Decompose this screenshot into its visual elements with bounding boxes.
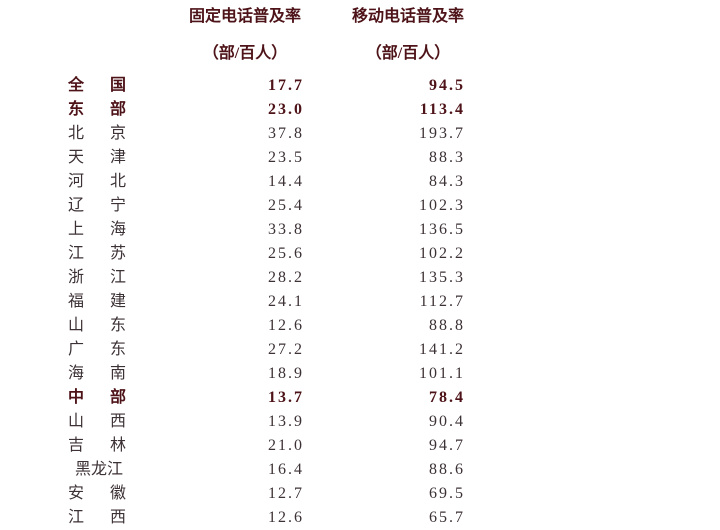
region-name: 海南: [68, 365, 126, 382]
region-name: 吉林: [68, 437, 126, 454]
fixed-phone-rate-value: 33.8: [268, 221, 304, 238]
fixed-phone-rate-value: 37.8: [268, 125, 304, 142]
region-name: 黑龙江: [74, 461, 124, 478]
table-row: 海南 18.9 101.1: [0, 362, 720, 386]
region-name: 江苏: [68, 245, 126, 262]
region-name: 中部: [68, 389, 126, 406]
table-row: 上海 33.8 136.5: [0, 218, 720, 242]
table-row: 吉林 21.0 94.7: [0, 434, 720, 458]
region-name: 河北: [68, 173, 126, 190]
fixed-phone-rate-value: 23.0: [268, 101, 304, 118]
fixed-phone-rate-value: 27.2: [268, 341, 304, 358]
table-row: 辽宁 25.4 102.3: [0, 194, 720, 218]
mobile-phone-rate-value: 94.5: [429, 77, 465, 94]
mobile-phone-rate-value: 88.8: [429, 317, 465, 334]
table-row: 广东 27.2 141.2: [0, 338, 720, 362]
table-row: 山东 12.6 88.8: [0, 314, 720, 338]
mobile-phone-rate-value: 141.2: [419, 341, 465, 358]
table-row: 福建 24.1 112.7: [0, 290, 720, 314]
column-unit-fixed-phone: （部/百人）: [202, 45, 288, 62]
fixed-phone-rate-value: 23.5: [268, 149, 304, 166]
table-header-titles: 固定电话普及率 移动电话普及率: [0, 5, 720, 29]
mobile-phone-rate-value: 88.6: [429, 461, 465, 478]
fixed-phone-rate-value: 16.4: [268, 461, 304, 478]
mobile-phone-rate-value: 135.3: [419, 269, 465, 286]
fixed-phone-rate-value: 12.6: [268, 509, 304, 526]
mobile-phone-rate-value: 102.3: [419, 197, 465, 214]
table-row: 黑龙江 16.4 88.6: [0, 458, 720, 482]
table-row: 北京 37.8 193.7: [0, 122, 720, 146]
column-header-mobile-phone: 移动电话普及率: [351, 8, 464, 25]
mobile-phone-rate-value: 113.4: [419, 101, 465, 118]
table-row: 浙江 28.2 135.3: [0, 266, 720, 290]
fixed-phone-rate-value: 12.7: [268, 485, 304, 502]
region-name: 辽宁: [68, 197, 126, 214]
mobile-phone-rate-value: 88.3: [429, 149, 465, 166]
table-row: 河北 14.4 84.3: [0, 170, 720, 194]
region-name: 山西: [68, 413, 126, 430]
fixed-phone-rate-value: 25.6: [268, 245, 304, 262]
mobile-phone-rate-value: 84.3: [429, 173, 465, 190]
table-body: 全国 17.7 94.5 东部 23.0 113.4 北京 37.8 193.7…: [0, 74, 720, 530]
table-header-units: （部/百人） （部/百人）: [0, 42, 720, 66]
mobile-phone-rate-value: 65.7: [429, 509, 465, 526]
fixed-phone-rate-value: 12.6: [268, 317, 304, 334]
region-name: 广东: [68, 341, 126, 358]
fixed-phone-rate-value: 25.4: [268, 197, 304, 214]
mobile-phone-rate-value: 78.4: [429, 389, 465, 406]
mobile-phone-rate-value: 94.7: [429, 437, 465, 454]
region-name: 天津: [68, 149, 126, 166]
region-name: 江西: [68, 509, 126, 526]
region-name: 浙江: [68, 269, 126, 286]
mobile-phone-rate-value: 101.1: [419, 365, 465, 382]
fixed-phone-rate-value: 28.2: [268, 269, 304, 286]
region-name: 福建: [68, 293, 126, 310]
region-name: 北京: [68, 125, 126, 142]
column-unit-mobile-phone: （部/百人）: [365, 45, 451, 62]
column-header-fixed-phone: 固定电话普及率: [188, 8, 301, 25]
mobile-phone-rate-value: 69.5: [429, 485, 465, 502]
mobile-phone-rate-value: 90.4: [429, 413, 465, 430]
region-name: 上海: [68, 221, 126, 238]
region-name: 安徽: [68, 485, 126, 502]
fixed-phone-rate-value: 17.7: [268, 77, 304, 94]
table-row: 山西 13.9 90.4: [0, 410, 720, 434]
table-row: 江苏 25.6 102.2: [0, 242, 720, 266]
table-row: 天津 23.5 88.3: [0, 146, 720, 170]
table-row: 全国 17.7 94.5: [0, 74, 720, 98]
table-row: 江西 12.6 65.7: [0, 506, 720, 530]
mobile-phone-rate-value: 136.5: [419, 221, 465, 238]
table-row: 东部 23.0 113.4: [0, 98, 720, 122]
fixed-phone-rate-value: 13.7: [268, 389, 304, 406]
table-row: 中部 13.7 78.4: [0, 386, 720, 410]
fixed-phone-rate-value: 24.1: [268, 293, 304, 310]
region-name: 东部: [68, 101, 126, 118]
mobile-phone-rate-value: 112.7: [419, 293, 465, 310]
fixed-phone-rate-value: 18.9: [268, 365, 304, 382]
fixed-phone-rate-value: 13.9: [268, 413, 304, 430]
table-row: 安徽 12.7 69.5: [0, 482, 720, 506]
mobile-phone-rate-value: 102.2: [419, 245, 465, 262]
region-name: 全国: [68, 77, 126, 94]
region-name: 山东: [68, 317, 126, 334]
fixed-phone-rate-value: 14.4: [268, 173, 304, 190]
mobile-phone-rate-value: 193.7: [419, 125, 465, 142]
fixed-phone-rate-value: 21.0: [268, 437, 304, 454]
